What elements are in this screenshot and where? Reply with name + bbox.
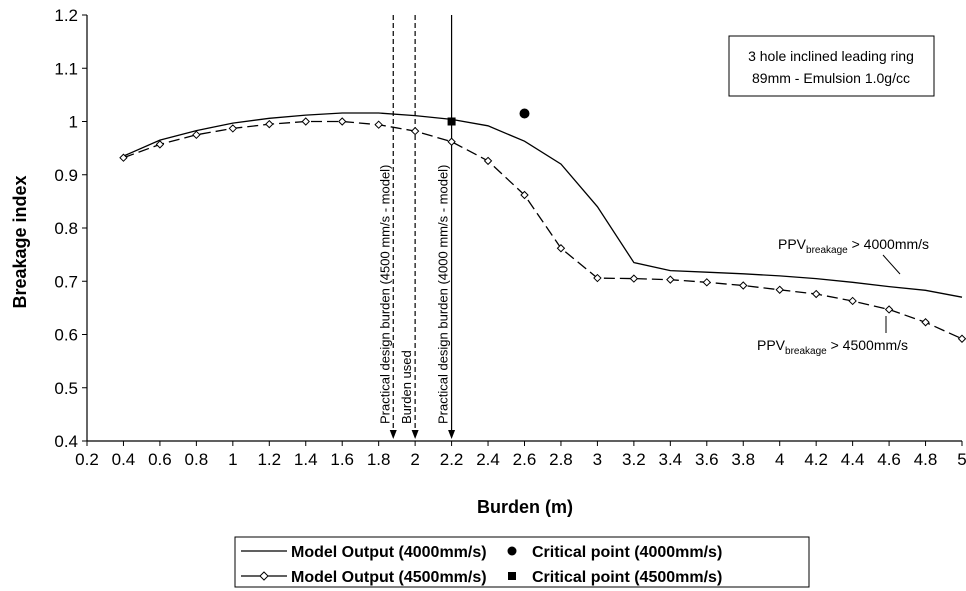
x-tick-label: 0.6 <box>148 450 172 469</box>
series-point-marker <box>265 119 274 129</box>
y-axis-title: Breakage index <box>10 175 30 308</box>
x-tick-label: 3.8 <box>731 450 755 469</box>
series-point-marker <box>192 130 201 140</box>
ppv-4000-pointer <box>882 254 901 275</box>
vertical-line-label: Burden used <box>399 350 414 424</box>
series-point-marker <box>155 140 165 149</box>
vertical-line-arrowhead <box>389 430 397 439</box>
legend-label-critical-4000: Critical point (4000mm/s) <box>532 544 722 561</box>
ppv-4500-label: PPVbreakage > 4500mm/s <box>757 337 908 357</box>
legend-swatch-critical-4000 <box>507 546 517 556</box>
y-tick-label: 0.5 <box>54 379 78 398</box>
legend-swatch-model-4500-marker <box>259 571 269 581</box>
x-tick-label: 2 <box>410 450 419 469</box>
y-tick-label: 1.1 <box>54 59 78 78</box>
y-tick-label: 1 <box>69 113 78 132</box>
y-tick-label: 0.6 <box>54 326 78 345</box>
series-point-marker <box>884 305 894 314</box>
critical-point-4500 <box>447 117 456 126</box>
annotation-box: 3 hole inclined leading ring 89mm - Emul… <box>728 35 935 97</box>
x-tick-label: 4.2 <box>804 450 828 469</box>
series <box>119 112 966 343</box>
x-tick-label: 4 <box>775 450 784 469</box>
ppv-4000-label: PPVbreakage > 4000mm/s <box>778 236 929 256</box>
x-axis-title: Burden (m) <box>477 497 573 517</box>
series-point-marker <box>374 120 383 129</box>
x-tick-label: 3.4 <box>659 450 683 469</box>
vertical-line-label: Practical design burden (4500 mm/s - mod… <box>377 165 392 424</box>
series-point-marker <box>811 289 821 299</box>
series-point-marker <box>629 274 639 283</box>
y-tick-label: 0.4 <box>54 432 78 451</box>
legend-label-model-4500: Model Output (4500mm/s) <box>291 569 487 586</box>
series-line-0 <box>123 112 963 298</box>
series-point-marker <box>775 285 784 294</box>
x-tick-label: 4.6 <box>877 450 901 469</box>
x-tick-label: 2.6 <box>513 450 537 469</box>
series-point-marker <box>957 334 966 343</box>
y-tick-label: 1.2 <box>54 6 78 25</box>
series-point-marker <box>739 281 748 290</box>
vertical-line-arrowhead <box>411 430 419 439</box>
vertical-line-arrowhead <box>448 430 456 439</box>
annotation-box-line1: 3 hole inclined leading ring <box>748 48 914 64</box>
legend: Model Output (4000mm/s) Model Output (45… <box>234 536 810 588</box>
ppv-4500-suffix: > 4500mm/s <box>827 337 908 353</box>
series-line-1 <box>123 120 963 340</box>
ppv-4000-suffix: > 4000mm/s <box>848 236 929 252</box>
annotation-box-line2: 89mm - Emulsion 1.0g/cc <box>752 70 910 86</box>
x-tick-label: 1.8 <box>367 450 391 469</box>
annotation-box-frame <box>728 35 935 97</box>
x-tick-label: 3 <box>593 450 602 469</box>
series-point-marker <box>410 126 420 136</box>
plot-area: 0.2 0.4 0.6 0.8 1 1.2 1.4 1.6 1.8 2 2.2 2.4 2.6 2.8 3 3… <box>54 6 966 469</box>
series-point-marker <box>228 124 238 133</box>
y-ticks: 0.4 0.5 0.6 0.7 0.8 0.9 1 1.1 1.2 <box>54 6 87 451</box>
x-tick-label: 1 <box>228 450 237 469</box>
x-tick-label: 3.2 <box>622 450 646 469</box>
series-point-marker <box>556 244 566 253</box>
series-point-marker <box>921 318 930 327</box>
y-tick-label: 0.8 <box>54 219 78 238</box>
legend-swatch-critical-4500 <box>508 572 516 580</box>
x-tick-label: 4.8 <box>914 450 938 469</box>
x-tick-label: 2.8 <box>549 450 573 469</box>
legend-label-model-4000: Model Output (4000mm/s) <box>291 544 487 561</box>
ppv-4000-prefix: PPV <box>778 236 807 252</box>
legend-label-critical-4500: Critical point (4500mm/s) <box>532 569 722 586</box>
ppv-4500-sub: breakage <box>785 346 827 357</box>
ppv-4500-prefix: PPV <box>757 337 786 353</box>
vertical-reference-lines: Practical design burden (4500 mm/s - mod… <box>377 15 456 439</box>
series-point-marker <box>702 278 711 287</box>
x-tick-label: 1.4 <box>294 450 318 469</box>
y-tick-label: 0.9 <box>54 166 78 185</box>
x-tick-label: 2.2 <box>440 450 464 469</box>
x-tick-label: 0.4 <box>112 450 136 469</box>
x-tick-label: 4.4 <box>841 450 865 469</box>
legend-frame <box>234 536 810 588</box>
series-point-marker <box>848 296 857 306</box>
series-point-marker <box>301 117 310 126</box>
series-point-marker <box>593 273 602 283</box>
series-point-marker <box>666 275 675 284</box>
x-tick-label: 0.8 <box>185 450 209 469</box>
x-tick-label: 3.6 <box>695 450 719 469</box>
vertical-line-label: Practical design burden (4000 mm/s - mod… <box>436 165 451 424</box>
series-point-marker <box>483 156 493 166</box>
ppv-4000-sub: breakage <box>806 245 848 256</box>
critical-point-4000 <box>519 108 530 119</box>
x-tick-label: 1.2 <box>257 450 281 469</box>
series-point-marker <box>119 153 128 162</box>
critical-points <box>447 108 530 126</box>
y-tick-label: 0.7 <box>54 272 78 291</box>
x-tick-label: 1.6 <box>330 450 354 469</box>
series-point-marker <box>447 137 456 146</box>
x-tick-label: 5 <box>957 450 966 469</box>
x-tick-label: 2.4 <box>476 450 500 469</box>
series-point-marker <box>520 190 529 200</box>
series-point-marker <box>338 117 347 126</box>
x-tick-label: 0.2 <box>75 450 99 469</box>
x-ticks: 0.2 0.4 0.6 0.8 1 1.2 1.4 1.6 1.8 2 2.2 2.4 2.6 2.8 3 3… <box>75 441 966 469</box>
